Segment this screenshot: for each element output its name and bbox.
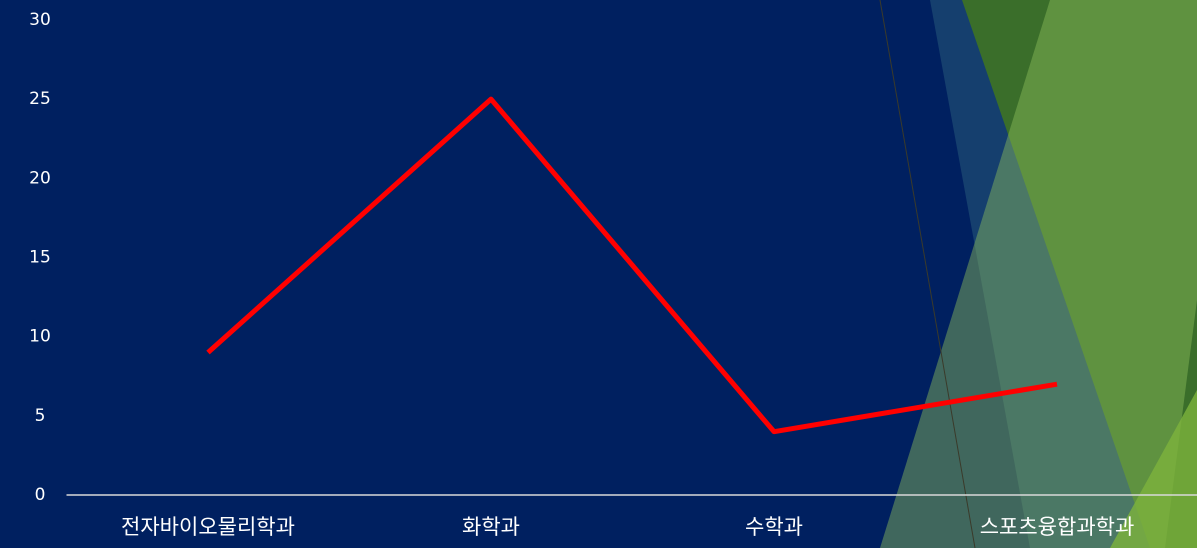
- plot-area: 0 5 10 15 20 25 30 전자바이오물리학과 화학과 수학과 스포츠융합과학과: [29, 10, 1197, 539]
- data-line: [206, 96, 1058, 435]
- decor-shape: [1110, 390, 1197, 548]
- y-tick-label: 20: [29, 168, 51, 188]
- y-tick-label: 30: [29, 10, 51, 30]
- y-tick-label: 25: [29, 89, 51, 109]
- x-tick-label: 스포츠융합과학과: [980, 515, 1135, 539]
- decor-shape: [880, 0, 1197, 548]
- decor-shape: [962, 0, 1197, 548]
- x-tick-label: 화학과: [462, 515, 520, 539]
- decoration: [879, 0, 1197, 548]
- x-tick-label: 전자바이오물리학과: [121, 515, 295, 539]
- y-tick-label: 5: [35, 406, 46, 426]
- y-tick-label: 0: [35, 485, 46, 505]
- y-tick-label: 15: [29, 248, 51, 268]
- y-tick-label: 10: [29, 327, 51, 347]
- decor-line: [879, 0, 976, 548]
- x-tick-label: 수학과: [745, 515, 803, 539]
